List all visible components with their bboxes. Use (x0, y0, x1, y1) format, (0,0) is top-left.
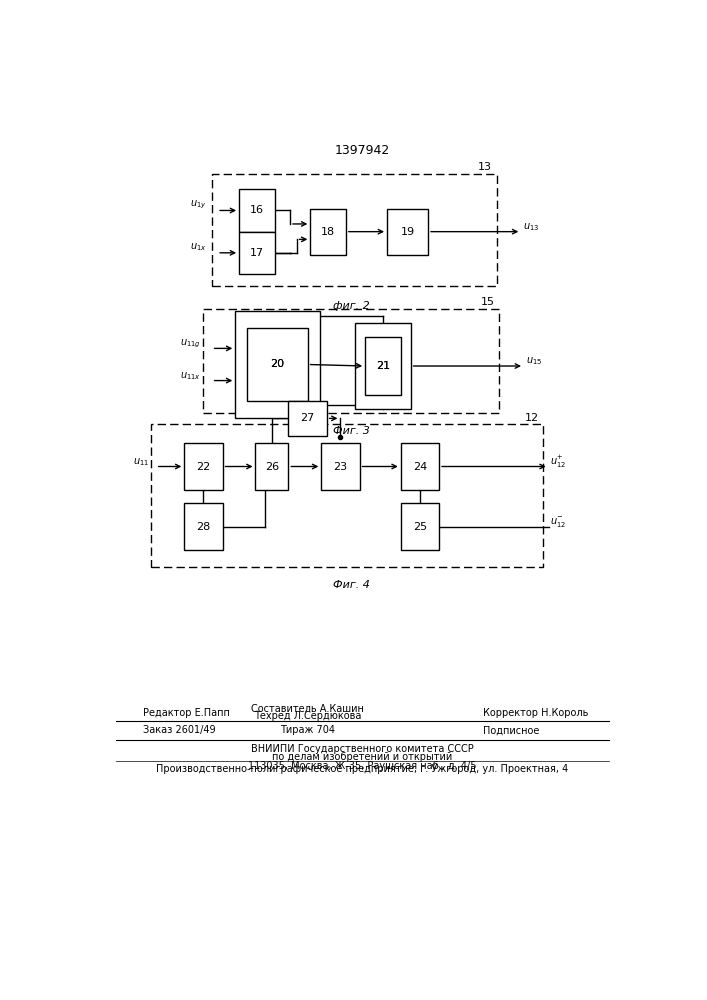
Bar (239, 232, 275, 274)
Bar (365, 337, 401, 395)
Text: 15: 15 (481, 297, 495, 307)
Bar (255, 443, 288, 490)
Text: 26: 26 (265, 462, 279, 472)
Bar (310, 209, 346, 255)
Text: Фиг. 3: Фиг. 3 (333, 426, 370, 436)
Text: 13: 13 (478, 162, 492, 172)
Text: $u_{1y}$: $u_{1y}$ (189, 198, 206, 211)
Text: 24: 24 (413, 462, 427, 472)
Text: 18: 18 (321, 227, 335, 237)
Text: $u_{15}$: $u_{15}$ (525, 355, 542, 367)
Bar (239, 189, 275, 232)
Text: 12: 12 (525, 413, 539, 423)
Text: $u_{11x}$: $u_{11x}$ (180, 370, 201, 382)
Text: Фиг. 4: Фиг. 4 (333, 580, 370, 590)
Bar (321, 443, 360, 490)
Text: $u_{13}$: $u_{13}$ (523, 221, 539, 233)
Bar (211, 174, 496, 286)
Bar (401, 503, 439, 550)
Text: ВНИИПИ Государственного комитета СССР: ВНИИПИ Государственного комитета СССР (251, 744, 474, 754)
Bar (185, 503, 223, 550)
Text: 22: 22 (197, 462, 211, 472)
Bar (247, 328, 308, 401)
Text: 27: 27 (300, 413, 315, 423)
Text: $u_{12}^{-}$: $u_{12}^{-}$ (550, 515, 566, 529)
Text: Заказ 2601/49: Заказ 2601/49 (144, 725, 216, 735)
Text: 20: 20 (270, 359, 284, 369)
Text: 21: 21 (376, 361, 390, 371)
Bar (288, 401, 327, 436)
Bar (151, 424, 543, 567)
Text: 16: 16 (250, 205, 264, 215)
Text: Подписное: Подписное (483, 725, 539, 735)
Text: $u_{1x}$: $u_{1x}$ (189, 241, 206, 253)
Text: 1397942: 1397942 (334, 144, 390, 157)
Text: 23: 23 (334, 462, 347, 472)
Text: 28: 28 (197, 522, 211, 532)
Text: 25: 25 (413, 522, 427, 532)
Text: Техред Л.Сердюкова: Техред Л.Сердюкова (254, 711, 361, 721)
Text: Редактор Е.Папп: Редактор Е.Папп (144, 708, 230, 718)
Text: Корректор Н.Король: Корректор Н.Король (483, 708, 588, 718)
Text: $u_{11}$: $u_{11}$ (132, 456, 148, 468)
Bar (387, 209, 428, 255)
Text: фиг. 2: фиг. 2 (333, 301, 370, 311)
Bar (355, 323, 411, 409)
Text: $u_{11g}$: $u_{11g}$ (180, 338, 201, 350)
Text: Тираж 704: Тираж 704 (280, 725, 335, 735)
Text: 21: 21 (376, 361, 390, 371)
Text: по делам изобретений и открытий: по делам изобретений и открытий (272, 752, 452, 762)
Bar (185, 443, 223, 490)
Text: Производственно-полиграфическое предприятие, г. Ужгород, ул. Проектная, 4: Производственно-полиграфическое предприя… (156, 764, 568, 774)
Text: 17: 17 (250, 248, 264, 258)
Bar (235, 311, 320, 418)
Text: Составитель А.Кашин: Составитель А.Кашин (251, 704, 364, 714)
Text: 20: 20 (270, 359, 284, 369)
Bar (365, 337, 401, 395)
Text: 19: 19 (400, 227, 414, 237)
Text: 113035, Москва, Ж-35, Раушская наб., д. 4/5: 113035, Москва, Ж-35, Раушская наб., д. … (248, 761, 477, 771)
Bar (401, 443, 439, 490)
Bar (247, 328, 308, 401)
Text: $u_{12}^{+}$: $u_{12}^{+}$ (550, 454, 566, 470)
Bar (204, 309, 499, 413)
